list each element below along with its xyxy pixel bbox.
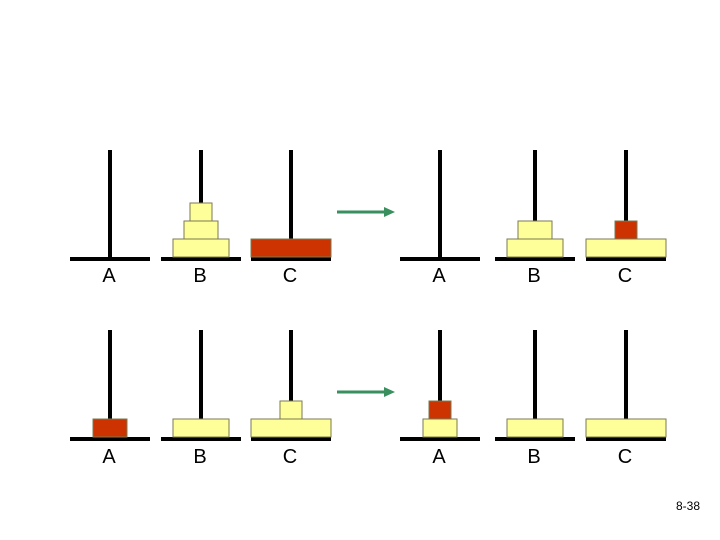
disk [250, 418, 332, 438]
moved-disk [92, 418, 128, 438]
disk [172, 418, 230, 438]
peg-label-b: B [193, 265, 206, 287]
disk [517, 220, 553, 240]
peg-label-b: B [527, 446, 540, 468]
disk [585, 238, 667, 258]
disk [189, 202, 213, 222]
peg-label-a: A [432, 265, 446, 287]
peg-label-c: C [618, 446, 632, 468]
disk [506, 418, 564, 438]
moved-disk [614, 220, 638, 240]
disk [279, 400, 303, 420]
disk [506, 238, 564, 258]
peg-label-c: C [618, 265, 632, 287]
peg-label-a: A [102, 265, 116, 287]
disk [172, 238, 230, 258]
peg-label-b: B [527, 265, 540, 287]
peg-label-b: B [193, 446, 206, 468]
disk [183, 220, 219, 240]
peg-label-a: A [102, 446, 116, 468]
disk [585, 418, 667, 438]
peg-label-a: A [432, 446, 446, 468]
arrow-head [384, 207, 395, 217]
moved-disk [428, 400, 452, 420]
peg-label-c: C [283, 446, 297, 468]
arrow-head [384, 387, 395, 397]
moved-disk [250, 238, 332, 258]
disk [422, 418, 458, 438]
peg-label-c: C [283, 265, 297, 287]
slide-number: 8-38 [676, 499, 700, 513]
